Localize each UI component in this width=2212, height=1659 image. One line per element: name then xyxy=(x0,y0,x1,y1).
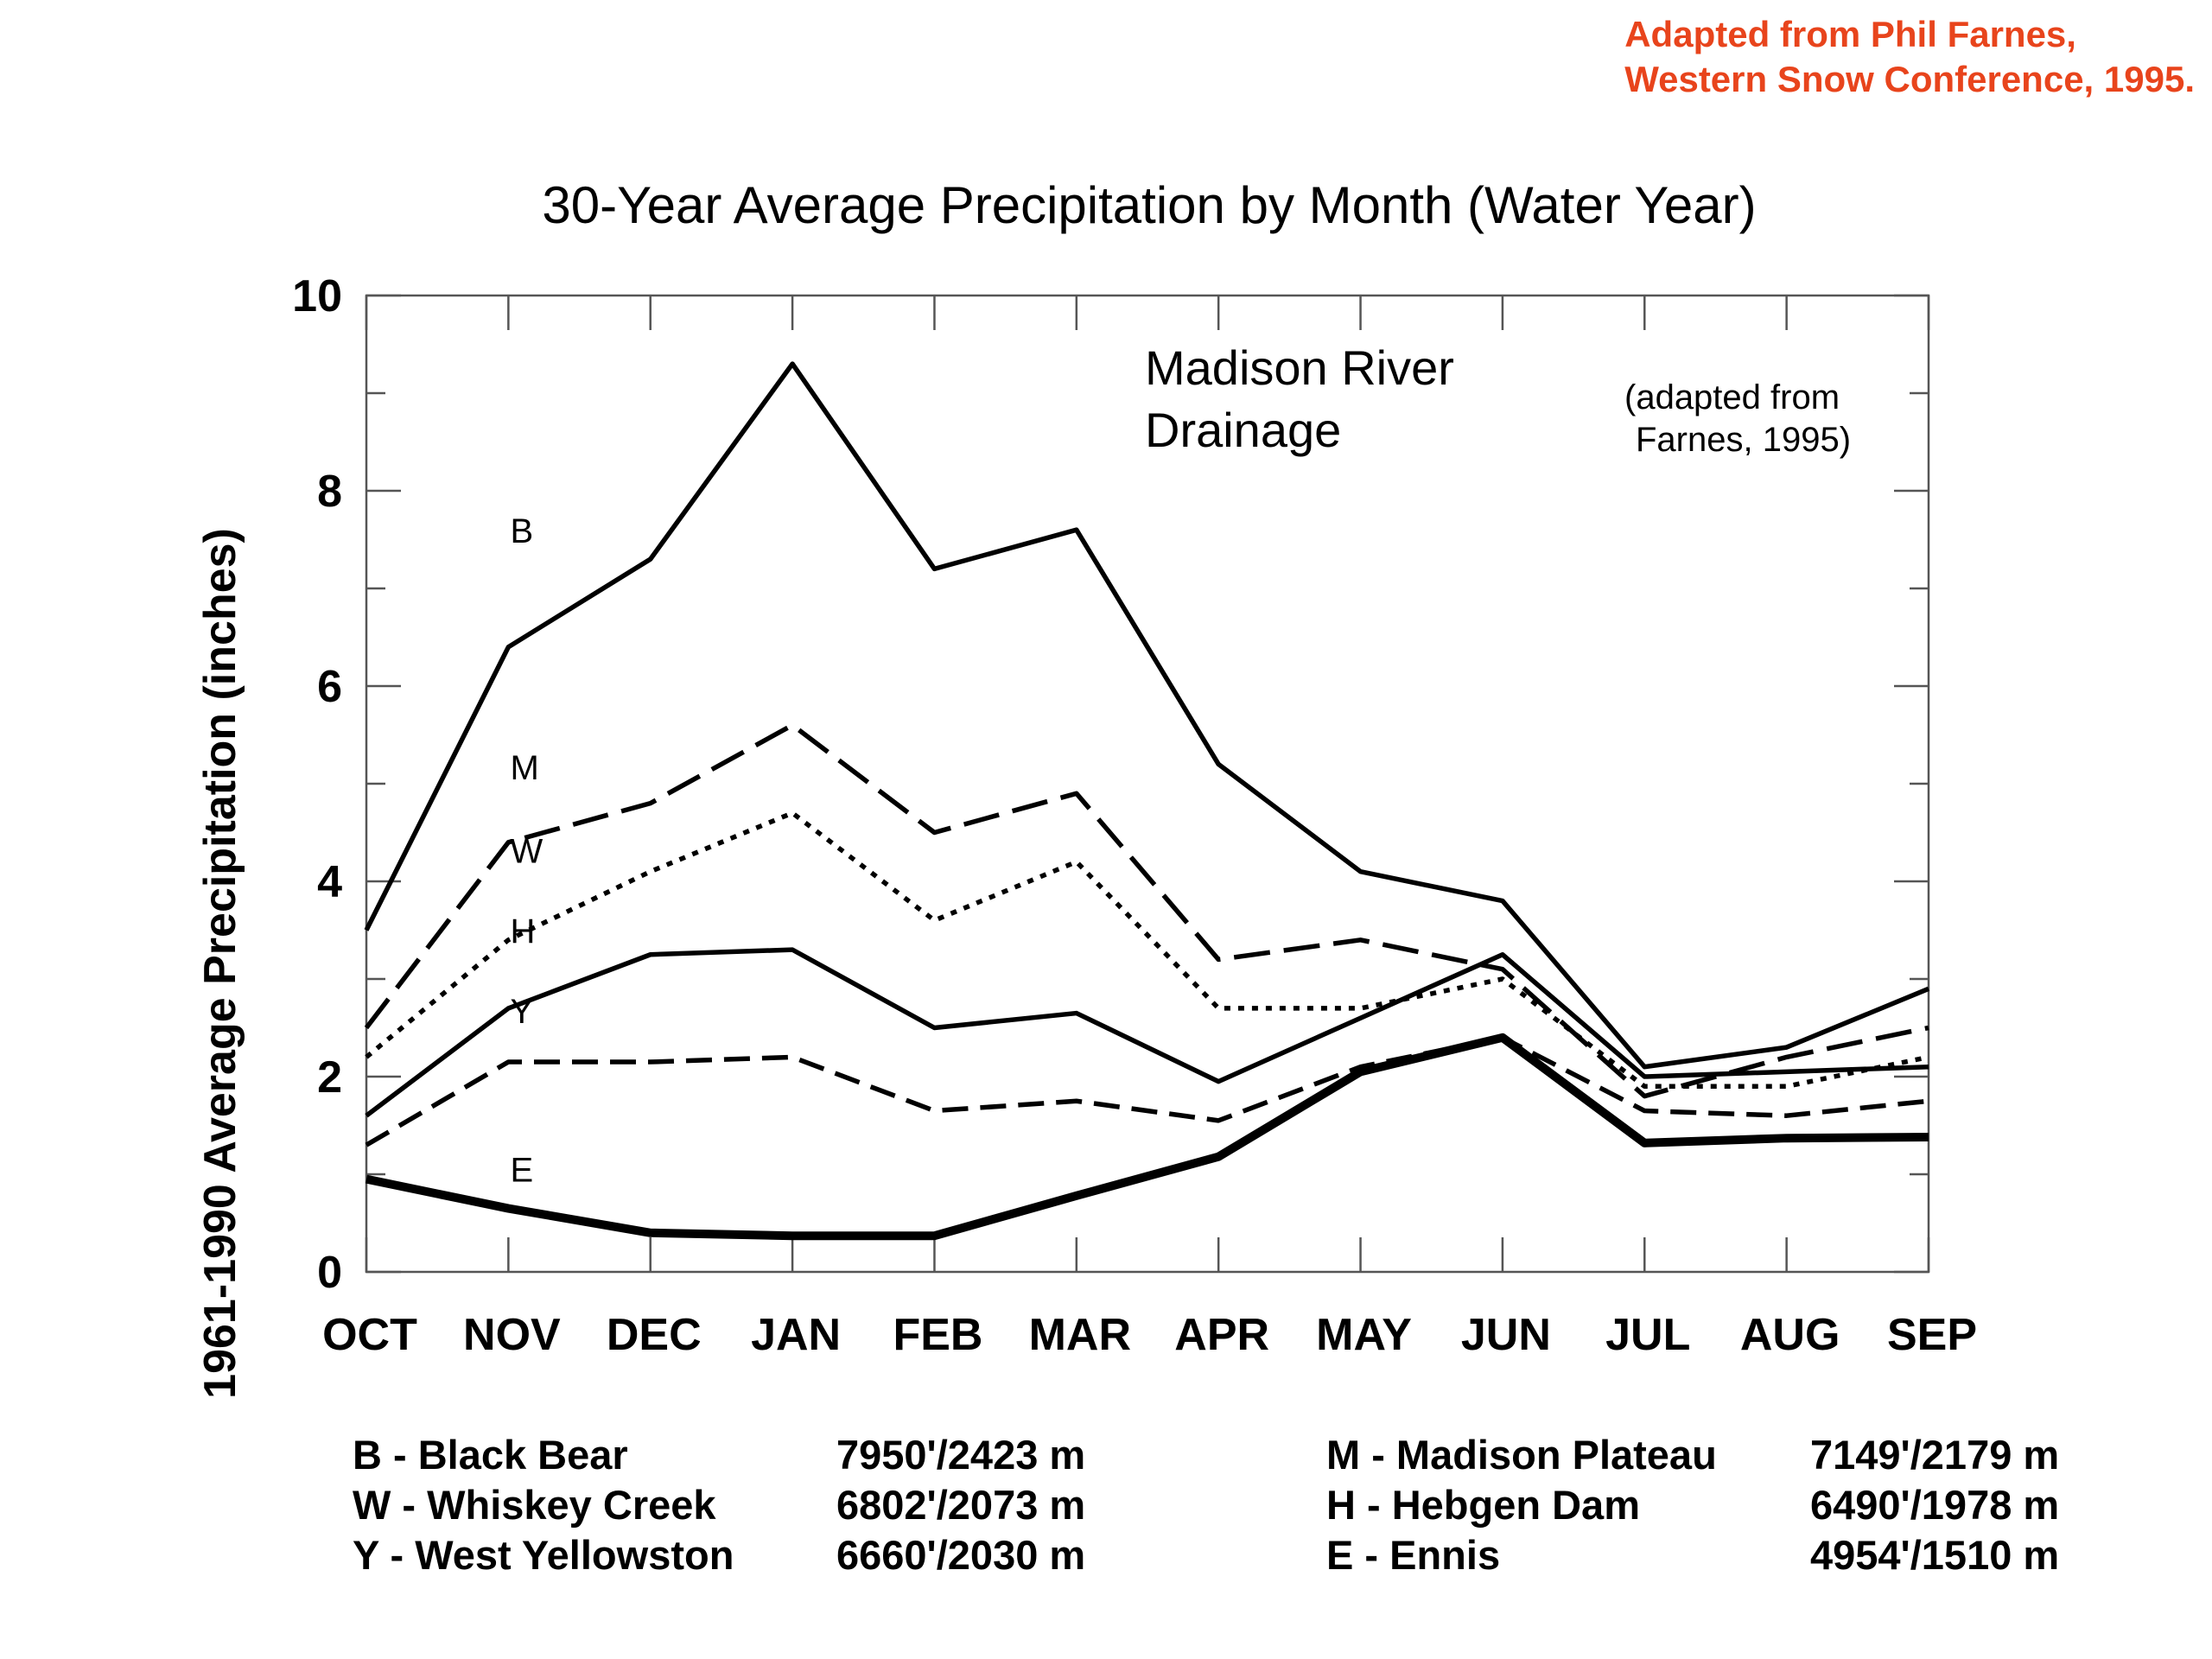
y-tick-label: 10 xyxy=(292,271,342,321)
y-tick-label: 6 xyxy=(317,662,342,712)
series-label-y: Y xyxy=(511,993,534,1031)
x-tick-label: JAN xyxy=(751,1310,841,1360)
x-tick-label: MAR xyxy=(1029,1310,1131,1360)
series-lines xyxy=(364,361,1930,1241)
y-tick-label: 4 xyxy=(317,857,342,907)
legend-station-name: Y - West Yellowston xyxy=(353,1532,734,1578)
series-line-y xyxy=(365,1035,1929,1147)
legend-row: M - Madison Plateau 7149'/2179 m xyxy=(1326,1430,2059,1480)
legend-station-name: W - Whiskey Creek xyxy=(353,1482,716,1528)
legend-station-elevation: 6802'/2073 m xyxy=(836,1482,1086,1528)
source-annotation-line2: Farnes, 1995) xyxy=(1636,421,1851,459)
legend-row: E - Ennis 4954'/1510 m xyxy=(1326,1530,2059,1580)
legend-station-elevation: 7149'/2179 m xyxy=(1810,1432,2060,1478)
credit-line2: Western Snow Conference, 1995. xyxy=(1624,59,2195,99)
legend-station-name: B - Black Bear xyxy=(353,1432,628,1478)
chart-title: 30-Year Average Precipitation by Month (… xyxy=(542,176,1756,234)
x-tick-label: NOV xyxy=(463,1310,561,1360)
series-label-e: E xyxy=(511,1152,534,1190)
legend-station-name: H - Hebgen Dam xyxy=(1326,1482,1640,1528)
region-annotation-line1: Madison River xyxy=(1145,340,1454,395)
series-line-w xyxy=(365,810,1929,1090)
y-tick-label: 0 xyxy=(317,1248,342,1298)
legend-left: B - Black Bear 7950'/2423 m W - Whiskey … xyxy=(353,1430,1085,1580)
y-tick-label: 2 xyxy=(317,1052,342,1103)
y-tick-label: 8 xyxy=(317,467,342,517)
x-tick-label: JUN xyxy=(1461,1310,1551,1360)
series-line-e xyxy=(365,1033,1929,1241)
legend-station-elevation: 6660'/2030 m xyxy=(836,1532,1086,1578)
x-tick-label: SEP xyxy=(1887,1310,1977,1360)
legend-row: H - Hebgen Dam 6490'/1978 m xyxy=(1326,1480,2059,1530)
x-tick-label: DEC xyxy=(607,1310,702,1360)
series-label-m: M xyxy=(511,749,539,787)
series-label-h: H xyxy=(511,912,536,950)
legend-station-elevation: 4954'/1510 m xyxy=(1810,1532,2060,1578)
axis-ticks: OCT NOV DEC JAN FEB MAR APR MAY JUN JUL AUG SEP 0 2 4 6… xyxy=(292,271,1977,1360)
legend-row: W - Whiskey Creek 6802'/2073 m xyxy=(353,1480,1085,1530)
x-tick-label: JUL xyxy=(1605,1310,1690,1360)
legend-row: B - Black Bear 7950'/2423 m xyxy=(353,1430,1085,1480)
series-line-b xyxy=(364,361,1930,1070)
y-axis-label: 1961-1990 Average Precipitation (inches) xyxy=(195,528,245,1399)
source-annotation-line1: (adapted from xyxy=(1624,378,1840,416)
legend-station-elevation: 7950'/2423 m xyxy=(836,1432,1086,1478)
series-line-h xyxy=(365,947,1929,1118)
series-label-w: W xyxy=(511,832,543,870)
legend-station-elevation: 6490'/1978 m xyxy=(1810,1482,2060,1528)
x-tick-label: AUG xyxy=(1740,1310,1840,1360)
region-annotation-line2: Drainage xyxy=(1145,403,1341,457)
legend-row: Y - West Yellowston 6660'/2030 m xyxy=(353,1530,1085,1580)
x-tick-label: APR xyxy=(1174,1310,1269,1360)
x-tick-label: MAY xyxy=(1316,1310,1412,1360)
series-labels: B M W H Y E xyxy=(511,512,543,1190)
series-label-b: B xyxy=(511,512,534,550)
legend-station-name: E - Ennis xyxy=(1326,1532,1501,1578)
x-tick-label: FEB xyxy=(893,1310,982,1360)
legend-right: M - Madison Plateau 7149'/2179 m H - Heb… xyxy=(1326,1430,2059,1580)
credit-line1: Adapted from Phil Farnes, xyxy=(1624,14,2076,54)
series-line-m xyxy=(364,722,1929,1099)
x-tick-label: OCT xyxy=(322,1310,417,1360)
legend-station-name: M - Madison Plateau xyxy=(1326,1432,1717,1478)
credit-note: Adapted from Phil Farnes, Western Snow C… xyxy=(1624,12,2195,102)
